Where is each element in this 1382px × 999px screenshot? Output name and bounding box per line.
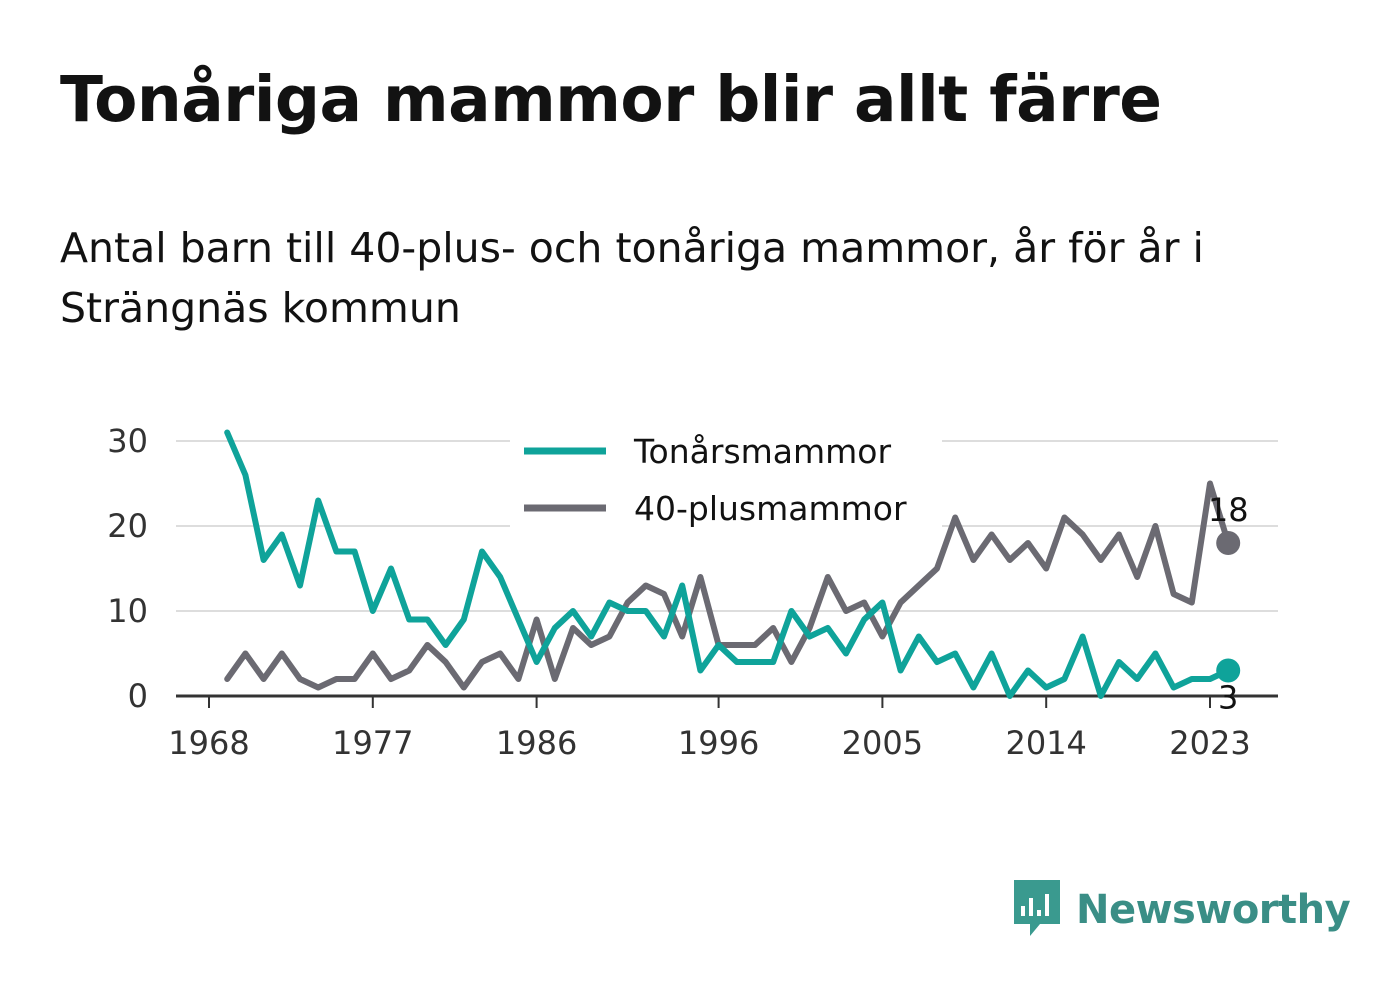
x-tick-label: 1977 xyxy=(332,724,413,762)
y-tick-label: 0 xyxy=(128,677,148,715)
series-line-teens xyxy=(224,429,1232,699)
x-tick-label: 1986 xyxy=(496,724,577,762)
brand-name: Newsworthy xyxy=(1076,887,1351,933)
chart-subtitle: Antal barn till 40-plus- och tonåriga ma… xyxy=(60,224,1204,332)
x-tick-label: 1968 xyxy=(168,724,249,762)
legend: Tonårsmammor 40-plusmammor xyxy=(510,424,942,536)
y-tick-label: 10 xyxy=(107,592,148,630)
series-line-40plus xyxy=(224,480,1232,691)
y-axis-ticks: 0 10 20 30 xyxy=(107,422,148,715)
end-label-40plus: 18 xyxy=(1208,491,1249,529)
x-tick-label: 1996 xyxy=(678,724,759,762)
end-marker-teens xyxy=(1216,658,1241,683)
end-marker-40plus xyxy=(1216,531,1241,555)
y-tick-label: 20 xyxy=(107,507,148,545)
legend-label-teens: Tonårsmammor xyxy=(633,432,891,471)
x-tick-label: 2023 xyxy=(1169,724,1250,762)
legend-label-40plus: 40-plusmammor xyxy=(634,489,907,528)
chart-title: Tonåriga mammor blir allt färre xyxy=(60,63,1162,136)
x-tick-label: 2005 xyxy=(842,724,923,762)
x-tick-label: 2014 xyxy=(1005,724,1086,762)
end-label-teens: 3 xyxy=(1218,679,1238,717)
legend-background xyxy=(510,424,942,536)
x-axis: 1968 1977 1986 1996 2005 2014 2023 xyxy=(168,694,1278,762)
end-markers: 3 18 xyxy=(1208,491,1249,717)
brand: Newsworthy xyxy=(1010,878,1351,942)
newsworthy-logo-icon xyxy=(1010,878,1064,942)
y-tick-label: 30 xyxy=(107,422,148,460)
series-lines xyxy=(224,429,1232,699)
